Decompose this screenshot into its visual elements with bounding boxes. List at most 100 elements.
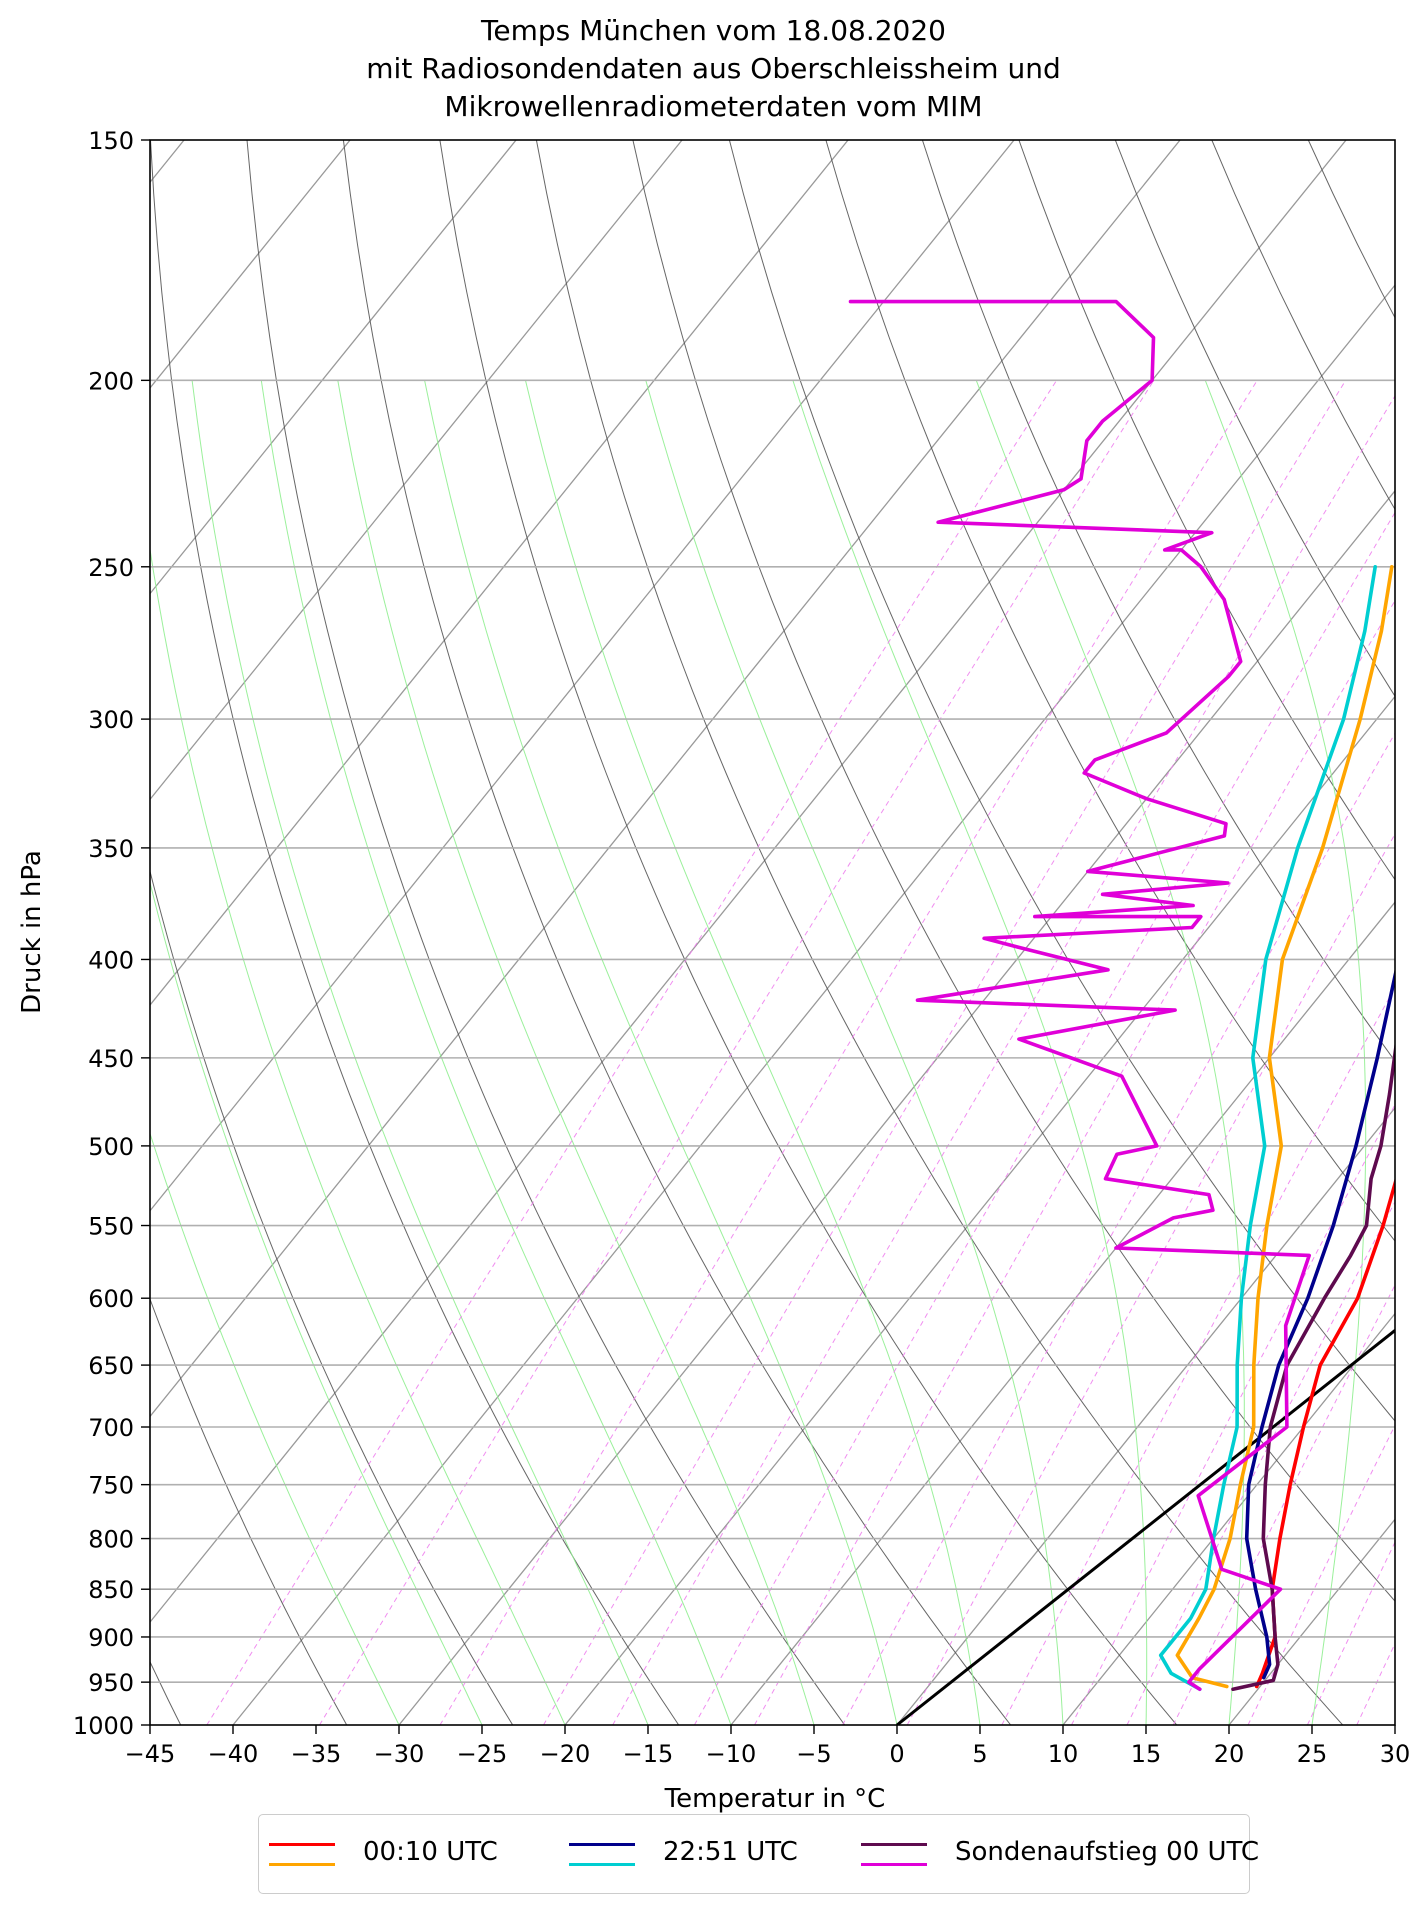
dry-adiabat-line	[246, 140, 846, 1725]
series-line-dewpoint	[1158, 565, 1377, 1691]
series-line-dewpoint	[848, 299, 1311, 1691]
y-tick-label: 900	[88, 1624, 134, 1652]
dry-adiabat-line	[150, 1297, 348, 1725]
dry-adiabat-line	[535, 140, 1344, 1725]
y-tick-label: 250	[88, 554, 134, 582]
dry-adiabat-line	[439, 140, 1178, 1725]
dry-adiabat-line	[921, 140, 1395, 1062]
chart-title-line2: mit Radiosondendaten aus Oberschleisshei…	[366, 52, 1061, 85]
x-tick-label: −20	[540, 1740, 591, 1768]
x-axis-label: Temperatur in °C	[664, 1784, 886, 1814]
x-tick-label: 15	[1131, 1740, 1162, 1768]
y-tick-label: 200	[88, 367, 134, 395]
y-tick-label: 750	[88, 1472, 134, 1500]
zero-degree-line	[896, 1328, 1395, 1725]
chart-legend: 00:10 UTC 22:51 UTC Sondenaufstieg 00 UT…	[258, 1814, 1259, 1894]
isotherm-line	[564, 695, 1395, 1725]
y-tick-label: 650	[88, 1352, 134, 1380]
series-line-dewpoint	[1175, 565, 1394, 1689]
isotherm-line	[896, 1106, 1395, 1725]
x-tick-label: −25	[457, 1740, 508, 1768]
x-tick-label: −40	[208, 1740, 259, 1768]
dry-adiabat-line	[728, 140, 1395, 1422]
isotherm-line	[398, 489, 1395, 1725]
dry-adiabat-line	[1307, 140, 1395, 319]
dry-adiabat-line	[632, 140, 1395, 1602]
isotherm-line	[1062, 1312, 1395, 1725]
y-axis-label: Druck in hPa	[17, 850, 47, 1014]
legend-label: 00:10 UTC	[363, 1837, 498, 1867]
y-tick-label: 400	[88, 946, 134, 974]
moist-adiabat-line	[150, 1131, 400, 1725]
isotherm-line	[150, 140, 1015, 1212]
x-tick-label: 0	[889, 1740, 904, 1768]
y-tick-label: 1000	[73, 1712, 134, 1740]
x-tick-label: 5	[972, 1740, 987, 1768]
moist-adiabat-line	[150, 546, 566, 1725]
mixing-ratio-line	[206, 380, 1058, 1725]
y-tick-label: 950	[88, 1669, 134, 1697]
isotherm-line	[1394, 1723, 1395, 1725]
x-tick-label: 10	[1048, 1740, 1079, 1768]
legend-swatch-dewpoint	[569, 1863, 635, 1866]
moist-adiabat-line	[337, 380, 815, 1725]
x-tick-label: −30	[374, 1740, 425, 1768]
y-tick-label: 550	[88, 1213, 134, 1241]
y-tick-label: 350	[88, 835, 134, 863]
isotherm-line	[150, 140, 1181, 1418]
legend-swatch-temperature	[269, 1843, 335, 1846]
legend-label: 22:51 UTC	[663, 1837, 798, 1867]
x-tick-label: 30	[1380, 1740, 1411, 1768]
moist-adiabat-line	[792, 380, 1148, 1725]
legend-label: Sondenaufstieg 00 UTC	[955, 1837, 1260, 1867]
plot-frame	[149, 139, 1396, 1726]
x-tick-label: −10	[706, 1740, 757, 1768]
mixing-ratio-line	[1306, 1540, 1395, 1725]
data-series	[848, 299, 1395, 1725]
chart-title-line1: Temps München vom 18.08.2020	[481, 14, 946, 47]
isotherm-line	[150, 140, 683, 801]
y-tick-label: 700	[88, 1414, 134, 1442]
moist-adiabat-line	[1394, 1722, 1395, 1725]
isotherm-line	[150, 140, 1347, 1624]
moist-adiabat-line	[525, 380, 981, 1725]
dry-adiabat-line	[342, 140, 1012, 1725]
mixing-ratio-line	[319, 380, 1155, 1725]
chart-title-line3: Mikrowellenradiometerdaten vom MIM	[444, 90, 983, 123]
series-line-temperature	[1254, 1177, 1395, 1689]
pressure-gridlines	[150, 379, 1395, 1683]
y-tick-label: 850	[88, 1576, 134, 1604]
x-tick-label: −5	[796, 1740, 831, 1768]
legend-swatch-dewpoint	[861, 1863, 927, 1866]
isotherm-line	[150, 140, 849, 1007]
x-tick-label: −45	[125, 1740, 176, 1768]
series-line-temperature	[1231, 1040, 1395, 1691]
y-tick-label: 600	[88, 1285, 134, 1313]
mixing-ratio-line	[543, 380, 1347, 1725]
mixing-ratio-line	[906, 833, 1395, 1725]
x-tick-label: 20	[1214, 1740, 1245, 1768]
x-tick-label: 25	[1297, 1740, 1328, 1768]
dry-adiabat-line	[1018, 140, 1395, 881]
mixing-ratio-line	[1247, 1424, 1395, 1725]
y-tick-label: 800	[88, 1526, 134, 1554]
reference-lines	[150, 140, 1395, 1725]
series-line-temperature	[1244, 967, 1395, 1680]
moist-adiabat-line	[191, 380, 649, 1725]
y-tick-label: 150	[88, 127, 134, 155]
isotherm-line	[150, 140, 517, 595]
dry-adiabat-line	[825, 140, 1395, 1242]
dry-adiabat-line	[1114, 140, 1395, 698]
y-tick-label: 450	[88, 1045, 134, 1073]
legend-swatch-temperature	[861, 1843, 927, 1846]
dry-adiabat-line	[150, 869, 514, 1725]
legend-swatch-temperature	[569, 1843, 635, 1846]
dry-adiabat-line	[150, 140, 680, 1725]
legend-swatch-dewpoint	[269, 1863, 335, 1866]
y-tick-label: 300	[88, 706, 134, 734]
mixing-ratio-line	[612, 394, 1395, 1725]
moist-adiabat-line	[424, 380, 898, 1725]
isotherm-line	[1228, 1518, 1395, 1725]
y-tick-label: 500	[88, 1133, 134, 1161]
x-tick-label: −35	[291, 1740, 342, 1768]
